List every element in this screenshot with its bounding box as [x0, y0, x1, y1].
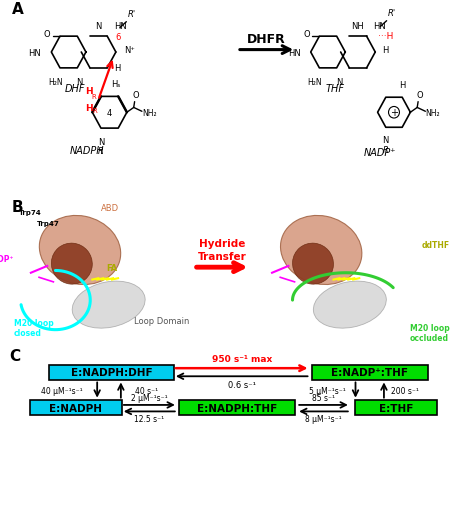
FancyBboxPatch shape	[179, 400, 295, 416]
Text: O: O	[303, 30, 310, 39]
Text: E:NADP⁺:THF: E:NADP⁺:THF	[331, 368, 408, 377]
Ellipse shape	[51, 243, 92, 285]
Text: NH: NH	[352, 22, 365, 31]
Text: 12.5 s⁻¹: 12.5 s⁻¹	[134, 415, 164, 424]
Text: 950 s⁻¹ max: 950 s⁻¹ max	[211, 355, 272, 364]
Text: H₂N: H₂N	[48, 77, 63, 86]
Text: N⁺: N⁺	[124, 46, 135, 55]
Text: N: N	[383, 136, 389, 145]
FancyBboxPatch shape	[312, 365, 428, 380]
Text: DHFR: DHFR	[247, 33, 286, 46]
Text: R: R	[91, 94, 96, 99]
Text: HN: HN	[28, 48, 41, 58]
Text: NADP⁺: NADP⁺	[0, 255, 14, 264]
Text: N: N	[98, 137, 104, 146]
Text: 85 s⁻¹: 85 s⁻¹	[312, 393, 335, 402]
Text: N: N	[336, 77, 342, 86]
Text: HN: HN	[114, 22, 127, 31]
Text: HN: HN	[374, 22, 386, 31]
Text: NH₂: NH₂	[425, 109, 440, 118]
Text: 5 μM⁻¹s⁻¹: 5 μM⁻¹s⁻¹	[309, 386, 346, 395]
Text: R: R	[383, 145, 389, 155]
Text: Trp74: Trp74	[18, 209, 41, 215]
Text: 4: 4	[107, 109, 112, 118]
Text: C: C	[9, 348, 20, 363]
Text: N: N	[76, 77, 83, 86]
Text: NADP⁺: NADP⁺	[364, 147, 397, 158]
Text: NADPH: NADPH	[70, 145, 104, 156]
Text: O: O	[133, 90, 139, 99]
Text: HN: HN	[288, 48, 301, 58]
Text: H: H	[85, 104, 93, 113]
Text: H₂N: H₂N	[308, 77, 322, 86]
FancyBboxPatch shape	[355, 400, 437, 416]
Text: ···H: ···H	[377, 32, 393, 41]
Ellipse shape	[281, 216, 362, 285]
Text: R': R'	[388, 9, 396, 18]
Text: ddTHF: ddTHF	[421, 240, 449, 249]
Text: Trp47: Trp47	[37, 221, 60, 227]
Text: 40 μM⁻¹s⁻¹: 40 μM⁻¹s⁻¹	[41, 386, 83, 395]
Text: Loop Domain: Loop Domain	[134, 316, 190, 325]
Text: THF: THF	[325, 84, 344, 94]
Text: 2 μM⁻¹s⁻¹: 2 μM⁻¹s⁻¹	[131, 393, 168, 402]
Text: E:THF: E:THF	[379, 403, 413, 413]
Text: 200 s⁻¹: 200 s⁻¹	[391, 386, 419, 395]
Text: E:NADPH:DHF: E:NADPH:DHF	[71, 368, 152, 377]
Ellipse shape	[313, 282, 386, 328]
Text: 8 μM⁻¹s⁻¹: 8 μM⁻¹s⁻¹	[305, 415, 342, 424]
Text: 0.6 s⁻¹: 0.6 s⁻¹	[228, 381, 256, 389]
Text: H: H	[399, 80, 405, 89]
Text: R': R'	[128, 10, 136, 19]
Text: R: R	[98, 147, 104, 156]
Text: R: R	[92, 108, 97, 114]
Text: NH₂: NH₂	[142, 109, 156, 118]
Text: H: H	[114, 64, 120, 73]
Text: ABD: ABD	[100, 204, 118, 213]
FancyBboxPatch shape	[49, 365, 174, 380]
Text: FA: FA	[106, 263, 118, 272]
Ellipse shape	[39, 216, 121, 285]
Ellipse shape	[292, 243, 333, 285]
Text: 6: 6	[115, 33, 120, 42]
Text: Hₛ: Hₛ	[111, 80, 121, 88]
Text: 40 s⁻¹: 40 s⁻¹	[135, 386, 158, 395]
Text: H: H	[382, 46, 389, 55]
Text: DHF: DHF	[65, 84, 86, 94]
Text: A: A	[12, 3, 24, 17]
Text: Hydride
Transfer: Hydride Transfer	[198, 239, 246, 261]
Text: +: +	[390, 108, 398, 118]
Text: E:NADPH:THF: E:NADPH:THF	[197, 403, 277, 413]
Text: N: N	[95, 22, 102, 31]
Text: E:NADPH: E:NADPH	[49, 403, 102, 413]
Text: H: H	[85, 87, 93, 96]
Text: B: B	[12, 199, 23, 215]
FancyBboxPatch shape	[30, 400, 122, 416]
Text: M20 loop
closed: M20 loop closed	[14, 318, 54, 337]
Text: O: O	[416, 90, 423, 99]
Ellipse shape	[72, 282, 145, 328]
Text: M20 loop
occluded: M20 loop occluded	[410, 323, 450, 342]
Text: O: O	[44, 30, 51, 39]
